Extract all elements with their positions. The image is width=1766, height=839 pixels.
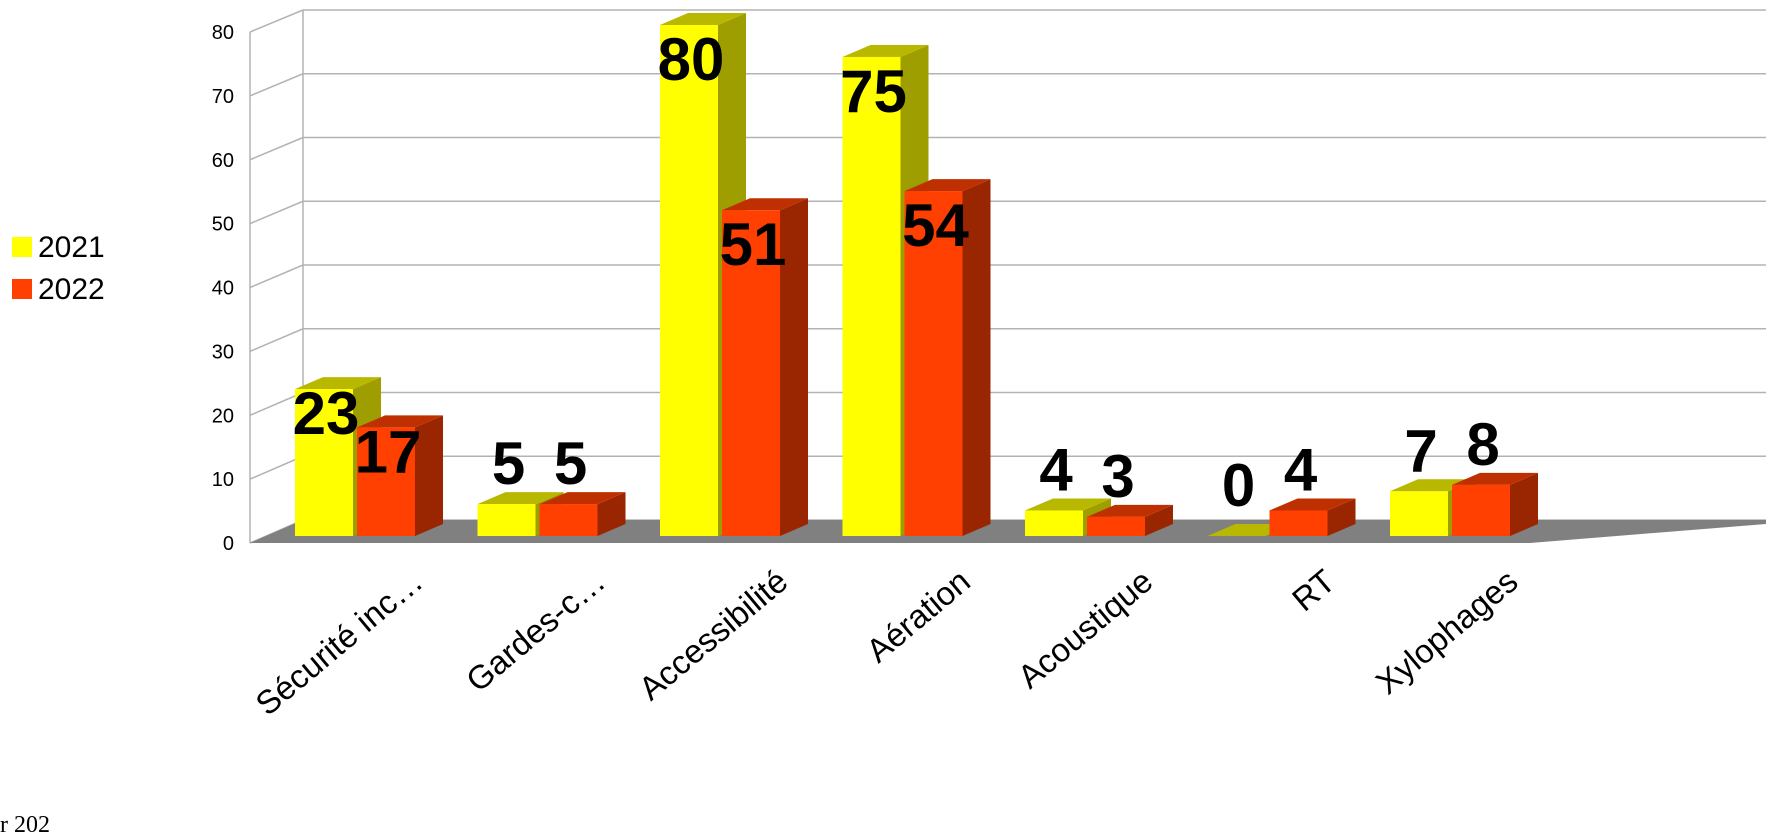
bar-front (1087, 516, 1145, 536)
data-label: 51 (720, 211, 787, 278)
bar-2022-3 (904, 179, 991, 536)
bar-side (1327, 498, 1356, 536)
y-axis: 0 10 20 30 40 50 60 70 80 (212, 22, 234, 555)
bar-2022-1 (539, 492, 626, 536)
bar-front (477, 504, 536, 536)
bar-top (722, 198, 808, 211)
chart-bars (295, 13, 1538, 537)
side-gridline (249, 136, 304, 161)
y-tick-label: 70 (212, 86, 234, 108)
bar-top (1269, 498, 1356, 511)
data-label: 4 (1039, 436, 1073, 503)
bar-front (539, 504, 598, 536)
bar-2022-4 (1087, 504, 1173, 536)
y-tick-label: 80 (212, 22, 234, 44)
bar-side (780, 198, 808, 537)
data-label: 80 (658, 26, 725, 93)
data-label: 17 (355, 418, 422, 485)
side-gridline (249, 328, 304, 353)
data-label: 7 (1404, 417, 1437, 484)
y-tick-label: 20 (212, 405, 234, 427)
bar-top (539, 492, 626, 505)
y-tick-label: 40 (212, 278, 234, 300)
chart-grid (249, 9, 1766, 544)
y-tick-label: 30 (212, 341, 234, 363)
side-gridline (249, 264, 304, 289)
side-gridline (249, 391, 304, 416)
category-labels: Sécurité inc… Gardes-c… Accessibilité Aérat… (248, 562, 1524, 722)
data-label: 3 (1101, 443, 1134, 510)
bar-front (1025, 510, 1083, 536)
bar-front (842, 56, 901, 536)
bar-2022-6 (1452, 472, 1538, 536)
bar-front (1390, 491, 1448, 536)
bar-front (904, 191, 963, 536)
bar-side (415, 415, 443, 536)
bar-side (1145, 504, 1173, 536)
category-label: Xylophages (1369, 562, 1525, 701)
y-tick-label: 10 (212, 469, 234, 491)
bar-top (1087, 504, 1173, 517)
bar-2022-2 (722, 198, 808, 537)
bar-2022-5 (1269, 498, 1356, 536)
y-tick-label: 50 (212, 214, 234, 236)
chart-legend: 2021 2022 (12, 231, 105, 306)
bar-top (477, 492, 564, 505)
legend-swatch (12, 279, 32, 299)
data-label: 23 (293, 380, 360, 447)
category-label: Sécurité inc… (248, 562, 429, 722)
category-label: RT (1285, 562, 1342, 618)
data-label: 5 (492, 430, 525, 497)
data-label: 54 (902, 192, 969, 259)
bar-2021-0 (295, 377, 381, 536)
data-label: 8 (1466, 411, 1499, 478)
legend-label: 2022 (38, 273, 105, 306)
data-label: 4 (1284, 436, 1318, 503)
bar-top (1452, 472, 1538, 485)
bar-top (1025, 498, 1111, 511)
data-label: 5 (554, 430, 587, 497)
bar-top (904, 179, 991, 192)
category-label: Aération (859, 562, 977, 669)
side-gridline (249, 9, 304, 33)
bar-side (597, 492, 626, 536)
category-label: Acoustique (1011, 562, 1160, 695)
bar-front (295, 389, 353, 536)
bar-top (295, 377, 381, 390)
bar-top (660, 13, 746, 25)
bar-front (1452, 484, 1510, 536)
bar-2022-0 (357, 415, 443, 536)
footer-text: r 202 (0, 812, 50, 838)
side-gridline (249, 200, 304, 225)
y-tick-label: 60 (212, 150, 234, 172)
bar-front (1269, 510, 1328, 536)
data-label: 0 (1222, 452, 1255, 519)
bar-side (962, 179, 991, 536)
bar-front (660, 25, 718, 536)
side-gridline (249, 455, 304, 480)
y-tick-label: 0 (223, 533, 234, 555)
bar-side (1510, 472, 1538, 536)
category-label: Accessibilité (632, 562, 795, 707)
data-label: 75 (840, 58, 907, 125)
bar-front (722, 210, 780, 537)
legend-label: 2021 (38, 231, 105, 264)
side-gridline (249, 73, 304, 97)
bar-top (842, 44, 929, 57)
bar-front (357, 427, 415, 536)
bar-top (357, 415, 443, 428)
legend-swatch (12, 237, 32, 257)
category-label: Gardes-c… (459, 562, 612, 699)
chart-floor-shadow (250, 520, 1766, 543)
